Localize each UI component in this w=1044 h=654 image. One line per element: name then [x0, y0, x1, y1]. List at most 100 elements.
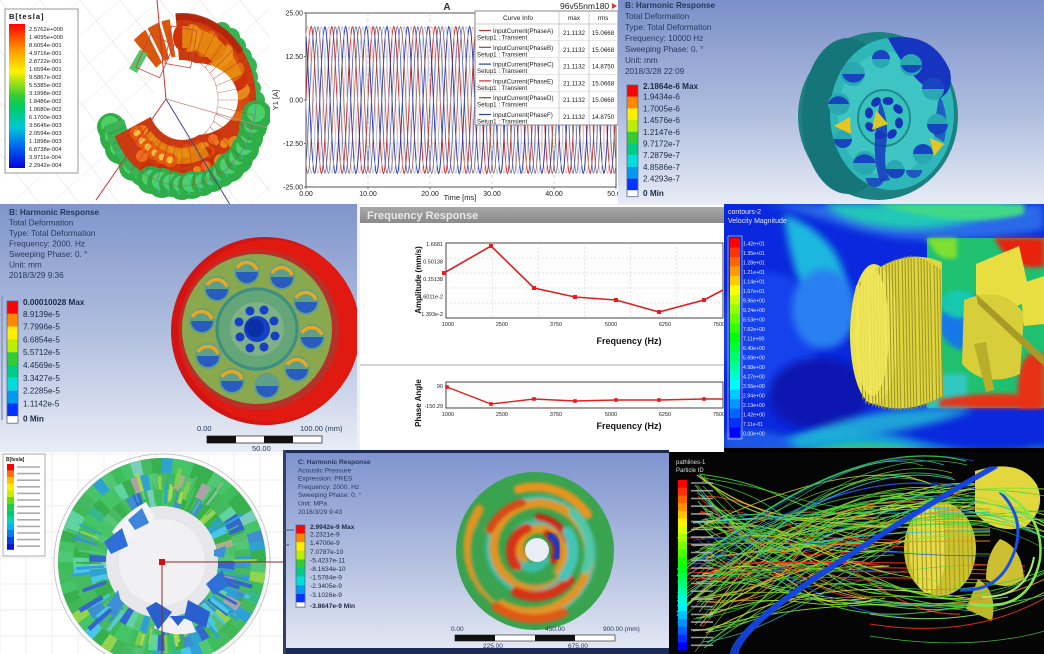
svg-text:2.2321e-9: 2.2321e-9	[310, 532, 340, 539]
svg-text:2.2285e-5: 2.2285e-5	[23, 387, 60, 396]
svg-text:21.1132: 21.1132	[563, 64, 585, 71]
svg-text:0.00: 0.00	[299, 191, 313, 198]
svg-text:InputCurrent(PhaseD): InputCurrent(PhaseD)	[493, 95, 554, 102]
svg-text:3.1998e-002: 3.1998e-002	[29, 91, 62, 97]
svg-text:5.69e+00: 5.69e+00	[743, 356, 765, 362]
svg-text:8.53e+00: 8.53e+00	[743, 318, 765, 324]
svg-text:Total Deformation: Total Deformation	[625, 12, 690, 21]
svg-text:3.9711e-004: 3.9711e-004	[29, 155, 62, 161]
svg-text:Unit: mm: Unit: mm	[9, 261, 42, 270]
svg-text:4.4569e-5: 4.4569e-5	[23, 361, 60, 370]
svg-text:1.6594e-001: 1.6594e-001	[29, 67, 62, 73]
svg-text:Frequency (Hz): Frequency (Hz)	[596, 336, 661, 346]
svg-text:2.8722e-001: 2.8722e-001	[29, 59, 62, 65]
svg-text:7500: 7500	[713, 322, 724, 328]
svg-text:2500: 2500	[496, 412, 508, 418]
svg-text:7500: 7500	[713, 412, 724, 418]
svg-text:21.1132: 21.1132	[563, 80, 585, 87]
svg-text:1000: 1000	[442, 322, 454, 328]
svg-text:1.0680e-002: 1.0680e-002	[29, 107, 62, 113]
svg-text:9.7172e-7: 9.7172e-7	[643, 140, 680, 149]
svg-text:450.00: 450.00	[545, 626, 565, 633]
svg-text:6250: 6250	[659, 412, 671, 418]
svg-text:21.1132: 21.1132	[563, 30, 585, 37]
svg-text:6.1700e-003: 6.1700e-003	[29, 115, 62, 121]
svg-text:1.9434e-6: 1.9434e-6	[643, 93, 680, 102]
svg-text:InputCurrent(PhaseB): InputCurrent(PhaseB)	[493, 45, 553, 52]
svg-text:1.07e+01: 1.07e+01	[743, 289, 765, 295]
svg-text:1.7005e-6: 1.7005e-6	[643, 104, 680, 113]
svg-text:Sweeping Phase: 0. °: Sweeping Phase: 0. °	[625, 45, 703, 54]
svg-text:6.8738e-004: 6.8738e-004	[29, 147, 62, 153]
svg-text:Unit: MPa: Unit: MPa	[298, 501, 327, 508]
svg-text:B: Harmonic Response: B: Harmonic Response	[9, 208, 100, 217]
svg-text:max: max	[568, 15, 581, 22]
svg-text:Frequency: 2000. Hz: Frequency: 2000. Hz	[9, 240, 85, 249]
svg-text:1.35e+01: 1.35e+01	[743, 251, 765, 257]
svg-text:9.24e+00: 9.24e+00	[743, 308, 765, 314]
svg-text:4.9716e-001: 4.9716e-001	[29, 51, 62, 57]
svg-text:15.0668: 15.0668	[592, 80, 615, 87]
svg-text:-150.29: -150.29	[424, 404, 443, 410]
svg-text:225.00: 225.00	[483, 643, 503, 650]
svg-text:-25.00: -25.00	[283, 185, 303, 192]
svg-text:Setup1 : Transient: Setup1 : Transient	[477, 51, 527, 58]
svg-text:8.9139e-5: 8.9139e-5	[23, 310, 60, 319]
svg-text:InputCurrent(PhaseF): InputCurrent(PhaseF)	[493, 112, 553, 119]
svg-text:25.00: 25.00	[285, 11, 303, 18]
svg-text:Frequency Response: Frequency Response	[367, 210, 478, 222]
svg-text:Expression: PRES: Expression: PRES	[298, 476, 353, 483]
svg-text:C: Harmonic Response: C: Harmonic Response	[298, 459, 371, 466]
svg-text:7.82e+00: 7.82e+00	[743, 327, 765, 333]
svg-text:21.1132: 21.1132	[563, 47, 585, 54]
svg-text:0.00010028 Max: 0.00010028 Max	[23, 298, 85, 307]
svg-text:0.00: 0.00	[451, 626, 464, 633]
svg-text:Setup1 : Transient: Setup1 : Transient	[477, 119, 527, 126]
svg-text:Frequency: 10000 Hz: Frequency: 10000 Hz	[625, 34, 703, 43]
svg-text:3750: 3750	[550, 412, 562, 418]
svg-text:-3.8647e-9 Min: -3.8647e-9 Min	[310, 603, 355, 610]
svg-text:contours-2: contours-2	[728, 209, 761, 216]
svg-text:rms: rms	[598, 15, 610, 22]
svg-text:Frequency: 2000. Hz: Frequency: 2000. Hz	[298, 484, 359, 491]
svg-text:A: A	[443, 2, 450, 13]
svg-text:8.6054e-001: 8.6054e-001	[29, 43, 62, 49]
svg-text:4.6011e-2: 4.6011e-2	[419, 295, 443, 301]
svg-text:15.0668: 15.0668	[592, 47, 615, 54]
svg-text:-12.50: -12.50	[283, 141, 303, 148]
svg-text:7.11e-01: 7.11e-01	[743, 422, 763, 428]
svg-text:0.00e+00: 0.00e+00	[743, 431, 765, 437]
svg-text:2018/3/28 22:09: 2018/3/28 22:09	[625, 67, 685, 76]
svg-text:7.11e+00: 7.11e+00	[743, 337, 765, 343]
svg-text:1.1142e-5: 1.1142e-5	[23, 399, 60, 408]
svg-text:14.8750: 14.8750	[592, 64, 615, 71]
svg-text:4.27e+00: 4.27e+00	[743, 374, 765, 380]
svg-text:1.4095e+000: 1.4095e+000	[29, 35, 63, 41]
svg-text:Sweeping Phase: 0. °: Sweeping Phase: 0. °	[298, 491, 361, 499]
svg-text:Curve Info: Curve Info	[503, 15, 533, 22]
svg-text:3.5646e-003: 3.5646e-003	[29, 123, 62, 129]
svg-text:900.00 (mm): 900.00 (mm)	[603, 626, 640, 633]
svg-text:2.84e+00: 2.84e+00	[743, 393, 765, 399]
svg-text:7.2879e-7: 7.2879e-7	[643, 151, 680, 160]
svg-text:Particle ID: Particle ID	[676, 468, 704, 474]
svg-text:Amplitude (mm/s): Amplitude (mm/s)	[414, 246, 423, 314]
svg-text:2.9942e-9 Max: 2.9942e-9 Max	[310, 524, 355, 531]
svg-text:2500: 2500	[496, 322, 508, 328]
svg-text:2.13e+00: 2.13e+00	[743, 403, 765, 409]
svg-text:Phase Angle: Phase Angle	[414, 379, 423, 427]
svg-text:4.98e+00: 4.98e+00	[743, 365, 765, 371]
svg-text:10.00: 10.00	[359, 191, 377, 198]
svg-text:InputCurrent(PhaseC): InputCurrent(PhaseC)	[493, 62, 554, 69]
svg-text:-8.1634e-10: -8.1634e-10	[310, 566, 346, 573]
svg-text:-2.3405e-9: -2.3405e-9	[310, 583, 342, 590]
svg-text:Acoustic Pressure: Acoustic Pressure	[298, 467, 351, 474]
svg-text:1.14e+01: 1.14e+01	[743, 280, 765, 286]
svg-text:InputCurrent(PhaseA): InputCurrent(PhaseA)	[493, 28, 553, 35]
svg-text:1.42e+00: 1.42e+00	[743, 412, 765, 418]
svg-text:-1.5784e-9: -1.5784e-9	[310, 575, 342, 582]
svg-text:90: 90	[437, 384, 443, 390]
svg-text:2.4293e-7: 2.4293e-7	[643, 175, 680, 184]
svg-text:Setup1 : Transient: Setup1 : Transient	[477, 102, 527, 109]
svg-text:Sweeping Phase: 0. °: Sweeping Phase: 0. °	[9, 250, 87, 259]
